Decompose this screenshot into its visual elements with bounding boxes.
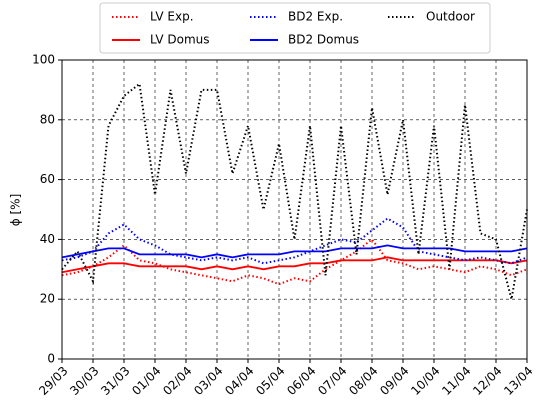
x-tick-label: 04/04 bbox=[222, 364, 256, 398]
y-tick-label: 100 bbox=[32, 53, 55, 67]
x-tick-label: 31/03 bbox=[98, 364, 132, 398]
x-tick-label: 10/04 bbox=[408, 364, 442, 398]
x-tick-label: 01/04 bbox=[129, 364, 163, 398]
y-tick-label: 60 bbox=[40, 172, 55, 186]
legend-label: LV Domus bbox=[150, 33, 210, 47]
series-line bbox=[61, 237, 528, 286]
legend-label: BD2 Domus bbox=[288, 33, 359, 47]
x-tick-label: 02/04 bbox=[160, 364, 194, 398]
y-axis-label: ϕ [%] bbox=[9, 194, 23, 227]
x-tick-label: 07/04 bbox=[315, 364, 349, 398]
legend-label: Outdoor bbox=[426, 10, 475, 24]
legend-box bbox=[99, 2, 491, 54]
x-tick-label: 29/03 bbox=[36, 364, 70, 398]
y-tick-label: 80 bbox=[40, 112, 55, 126]
x-tick-label: 12/04 bbox=[470, 364, 504, 398]
x-tick-label: 03/04 bbox=[191, 364, 225, 398]
series-line bbox=[61, 82, 528, 300]
x-tick-label: 08/04 bbox=[346, 364, 380, 398]
x-tick-label: 13/04 bbox=[501, 364, 535, 398]
plot-frame bbox=[61, 59, 528, 360]
y-tick-label: 20 bbox=[40, 292, 55, 306]
x-tick-label: 05/04 bbox=[253, 364, 287, 398]
y-tick-label: 40 bbox=[40, 232, 55, 246]
x-tick-label: 30/03 bbox=[67, 364, 101, 398]
legend-label: BD2 Exp. bbox=[288, 10, 343, 24]
x-tick-label: 09/04 bbox=[377, 364, 411, 398]
x-tick-label: 11/04 bbox=[439, 364, 473, 398]
legend-label: LV Exp. bbox=[150, 10, 194, 24]
series-line bbox=[61, 244, 528, 259]
series-line bbox=[61, 217, 528, 265]
x-tick-label: 06/04 bbox=[284, 364, 318, 398]
y-tick-label: 0 bbox=[47, 352, 55, 366]
